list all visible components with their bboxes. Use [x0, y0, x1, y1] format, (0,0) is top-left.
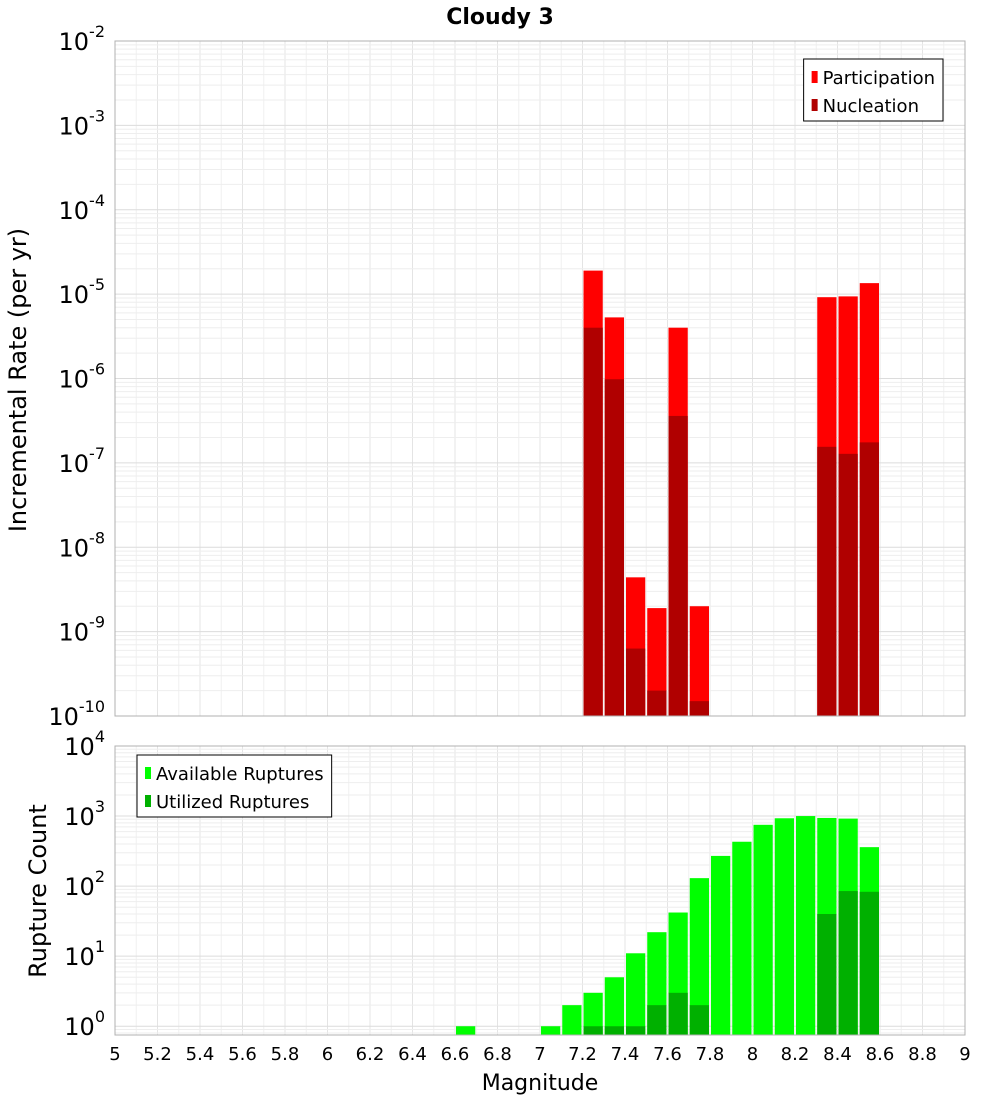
y-tick-label: 101 — [64, 937, 105, 971]
legend-entry-label: Utilized Ruptures — [156, 792, 309, 813]
rate-bar-nucleation — [668, 415, 688, 716]
rate-bar-nucleation — [689, 701, 709, 716]
rate-bar-participation — [689, 606, 709, 716]
count-bar-available-ruptures — [541, 1026, 561, 1035]
y-tick-label: 10-2 — [59, 22, 106, 56]
legend-box — [803, 58, 944, 122]
count-bar-utilized-ruptures — [859, 891, 879, 1035]
x-tick-label: 6.6 — [441, 1044, 470, 1065]
x-tick-label: 7.2 — [568, 1044, 597, 1065]
x-tick-label: 8 — [747, 1044, 758, 1065]
count-bar-utilized-ruptures — [604, 1026, 624, 1035]
count-bar-available-ruptures — [732, 841, 752, 1035]
y-tick-label: 10-8 — [59, 528, 106, 562]
x-tick-label: 6 — [322, 1044, 333, 1065]
count-bar-utilized-ruptures — [817, 914, 837, 1035]
count-bar-available-ruptures — [753, 824, 773, 1035]
chart-title: Cloudy 3 — [446, 5, 554, 30]
x-tick-label: 5 — [109, 1044, 120, 1065]
rate-bar-nucleation — [647, 690, 667, 716]
x-tick-label: 7 — [534, 1044, 545, 1065]
count-bar-utilized-ruptures — [583, 1026, 603, 1035]
x-tick-label: 5.2 — [143, 1044, 172, 1065]
legend-swatch — [811, 99, 818, 111]
x-tick-label: 8.8 — [908, 1044, 937, 1065]
top-legend: Participation Nucleation — [803, 58, 944, 122]
count-bar-available-ruptures — [562, 1005, 582, 1035]
count-bar-utilized-ruptures — [838, 891, 858, 1035]
legend-box — [136, 754, 333, 818]
count-bar-utilized-ruptures — [626, 1026, 646, 1035]
x-tick-label: 6.8 — [483, 1044, 512, 1065]
legend-entry-label: Available Ruptures — [156, 764, 324, 785]
x-tick-label: 8.4 — [823, 1044, 852, 1065]
count-bar-available-ruptures — [711, 855, 731, 1035]
x-tick-label: 8.2 — [781, 1044, 810, 1065]
y-tick-label: 10-6 — [59, 360, 106, 394]
x-tick-label: 7.4 — [611, 1044, 640, 1065]
rate-bar-nucleation — [583, 327, 603, 716]
rate-bar-nucleation — [626, 648, 646, 716]
x-tick-label: 6.2 — [356, 1044, 385, 1065]
count-bar-utilized-ruptures — [647, 1005, 667, 1035]
x-tick-label: 8.6 — [866, 1044, 895, 1065]
y-tick-label: 100 — [64, 1007, 105, 1041]
count-bar-available-ruptures — [774, 818, 794, 1035]
y-tick-label: 10-3 — [59, 106, 106, 140]
rate-bar-participation — [647, 608, 667, 716]
count-bar-available-ruptures — [796, 816, 816, 1035]
top-plot-frame — [114, 40, 966, 717]
x-tick-label: 5.4 — [186, 1044, 215, 1065]
x-tick-label: 9 — [959, 1044, 970, 1065]
rate-bar-nucleation — [604, 379, 624, 716]
x-tick-label: 5.8 — [271, 1044, 300, 1065]
count-bar-available-ruptures — [689, 878, 709, 1035]
rate-bar-nucleation — [817, 446, 837, 716]
y-tick-label: 10-10 — [48, 697, 105, 731]
bottom-plot-frame — [114, 745, 966, 1036]
count-bar-available-ruptures — [583, 992, 603, 1035]
legend-entry-label: Participation — [823, 68, 935, 89]
x-tick-label: 7.6 — [653, 1044, 682, 1065]
y-tick-label: 10-7 — [59, 444, 106, 478]
x-tick-label: 7.8 — [696, 1044, 725, 1065]
rate-bar-nucleation — [859, 442, 879, 716]
legend-entry-label: Nucleation — [823, 96, 919, 117]
x-tick-label: 5.6 — [228, 1044, 257, 1065]
x-axis-label: Magnitude — [482, 1071, 599, 1096]
y-tick-label: 10-5 — [59, 275, 106, 309]
count-bar-utilized-ruptures — [668, 992, 688, 1035]
top-plot-panel: 10-2 10-3 10-4 10-5 10-6 10-7 10-8 10-9 10-10 Par… — [48, 22, 966, 731]
legend-swatch — [145, 767, 151, 779]
y-tick-label: 10-4 — [59, 191, 106, 225]
bottom-legend: Available Ruptures Utilized Ruptures — [136, 754, 333, 818]
count-bar-available-ruptures — [456, 1026, 476, 1035]
x-tick-label: 6.4 — [398, 1044, 427, 1065]
y-tick-label: 102 — [64, 867, 105, 901]
count-bar-utilized-ruptures — [689, 1005, 709, 1035]
y-tick-label: 103 — [64, 797, 105, 831]
count-bar-available-ruptures — [604, 977, 624, 1035]
y-tick-label: 104 — [64, 727, 105, 761]
rate-bar-nucleation — [838, 453, 858, 716]
top-y-axis-label: Incremental Rate (per yr) — [4, 228, 32, 532]
legend-swatch — [811, 71, 818, 83]
bottom-y-axis-label: Rupture Count — [24, 804, 52, 978]
legend-swatch — [145, 795, 151, 807]
y-tick-label: 10-9 — [59, 613, 106, 647]
count-bar-available-ruptures — [626, 953, 646, 1035]
